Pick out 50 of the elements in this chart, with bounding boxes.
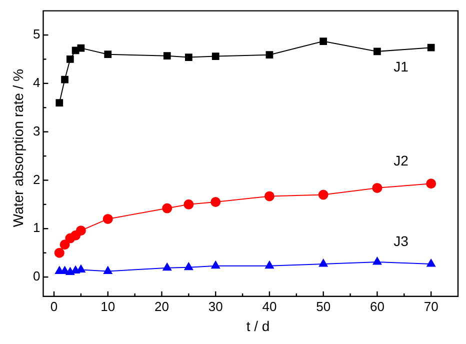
point	[60, 240, 70, 250]
point	[184, 199, 194, 210]
point	[104, 50, 112, 58]
x-tick-label: 60	[370, 298, 384, 314]
point	[318, 258, 328, 267]
x-tick-label: 40	[262, 298, 277, 314]
point	[162, 203, 172, 214]
point	[102, 214, 113, 224]
point	[163, 52, 171, 60]
point	[61, 76, 68, 84]
point	[76, 226, 86, 236]
point	[265, 260, 274, 269]
point	[103, 266, 112, 274]
x-tick-label: 0	[50, 298, 58, 314]
point	[210, 197, 221, 208]
series-label: J1	[394, 58, 409, 75]
point	[212, 52, 220, 60]
y-axis-title: Water absorption rate / %	[10, 68, 26, 230]
point	[372, 257, 382, 265]
point	[56, 99, 64, 106]
point	[426, 258, 436, 267]
point	[77, 44, 85, 52]
point	[54, 248, 64, 258]
x-tick-label: 10	[100, 298, 116, 314]
x-tick-label: 30	[208, 298, 223, 314]
point	[374, 48, 381, 56]
series-label: J3	[394, 232, 409, 249]
x-tick-label: 20	[154, 298, 169, 314]
point	[426, 178, 436, 189]
point	[266, 51, 274, 59]
point	[320, 38, 328, 45]
y-tick-label: 3	[32, 123, 40, 138]
y-tick-label: 2	[32, 172, 40, 187]
point	[427, 44, 435, 52]
x-axis-title: t / d	[245, 318, 271, 334]
point	[184, 54, 192, 61]
y-tick-label: 1	[32, 220, 40, 236]
x-tick-label: 70	[424, 298, 438, 314]
point	[162, 262, 172, 271]
point	[318, 190, 328, 200]
y-tick-label: 5	[32, 26, 40, 42]
y-tick-label: 0	[32, 268, 40, 284]
y-tick-label: 4	[32, 74, 40, 90]
point	[264, 191, 274, 202]
point	[184, 262, 194, 270]
point	[372, 182, 382, 193]
point	[211, 260, 220, 269]
point	[66, 56, 74, 63]
x-tick-label: 50	[316, 298, 331, 314]
series-label: J2	[394, 152, 409, 169]
